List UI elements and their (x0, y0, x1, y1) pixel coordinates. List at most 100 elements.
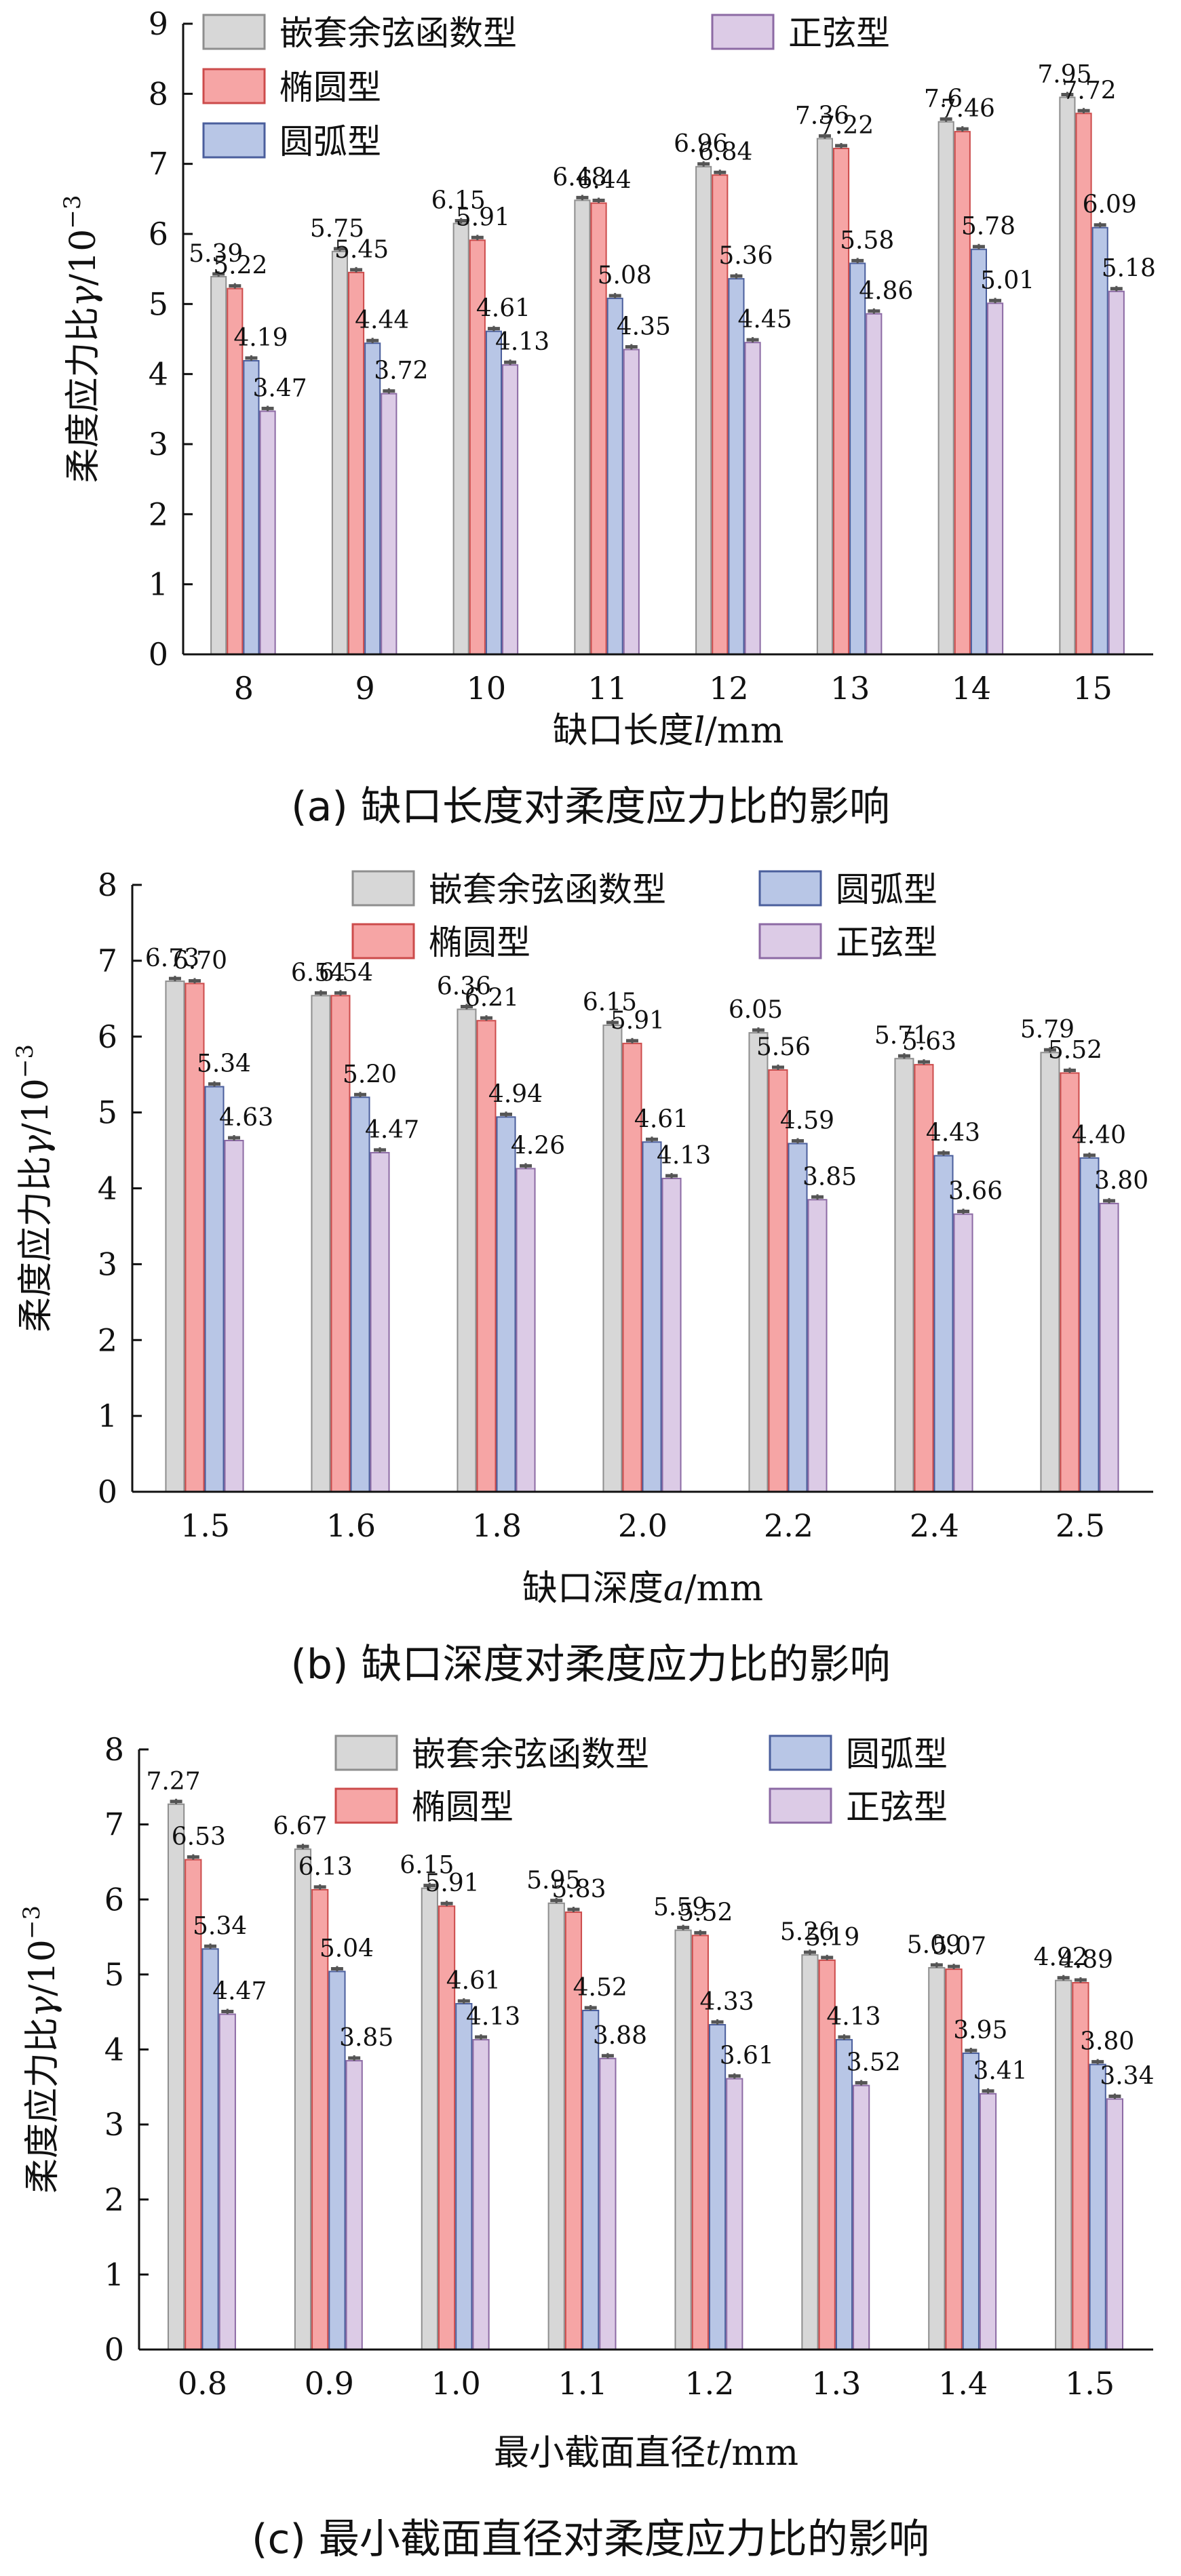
bar-4-12 (744, 342, 761, 655)
data-label: 6.21 (465, 984, 519, 1012)
bar-4-1.6 (370, 1151, 390, 1492)
bar-4-2.0 (661, 1177, 682, 1492)
data-label: 3.80 (1094, 1167, 1148, 1195)
chart-panel-c: 7.27 6.67 6.15 5.95 5.59 5.26 5.09 4.92 6.53 6.13… (0, 1709, 1181, 2576)
y-tick-label: 0 (98, 1473, 117, 1510)
legend-label: 正弦型 (836, 923, 937, 962)
bar-4-2.2 (807, 1199, 828, 1492)
x-tick-label: 1.3 (811, 2365, 861, 2402)
bar-1-2.5 (1040, 1052, 1060, 1492)
data-label: 5.52 (1048, 1036, 1102, 1064)
data-label: 5.91 (456, 203, 510, 231)
data-label: 6.73 (145, 945, 199, 972)
bar-3-0.8 (201, 1948, 219, 2350)
legend-swatch (769, 1735, 832, 1771)
bar-3-2.0 (642, 1141, 662, 1493)
data-label: 3.34 (1100, 2063, 1154, 2090)
y-tick-label: 1 (149, 566, 168, 603)
bar-3-2.2 (788, 1143, 808, 1492)
y-axis-title: 柔度应力比γ/10−3 (18, 1905, 63, 2194)
data-label: 4.47 (212, 1978, 267, 2006)
legend-swatch (202, 14, 266, 50)
y-tick-label: 8 (149, 75, 168, 112)
chart-panel-a: 5.39 5.75 6.15 6.48 6.96 7.36 7.6 7.95 5.22 5.45 5… (0, 0, 1181, 844)
data-label: 5.83 (551, 1876, 606, 1903)
data-label: 6.09 (1083, 191, 1137, 219)
data-label: 6.54 (291, 959, 345, 987)
data-label: 4.44 (355, 306, 409, 334)
bar-4-0.8 (218, 2013, 236, 2350)
legend-swatch (769, 1787, 832, 1824)
bar-2-1.8 (476, 1020, 497, 1493)
data-label: 6.36 (437, 972, 491, 1000)
bar-4-9 (381, 393, 398, 655)
data-label: 5.75 (310, 215, 364, 243)
bar-3-1.5 (1089, 2063, 1106, 2350)
data-label: 6.96 (674, 130, 728, 158)
legend-swatch (202, 122, 266, 159)
chart-panel-b: 6.73 6.54 6.36 6.15 6.05 5.71 5.79 6.70 6.54 6.21… (0, 844, 1181, 1709)
x-tick-label: 14 (952, 670, 992, 707)
bar-1-15 (1059, 96, 1076, 655)
bar-3-14 (970, 248, 988, 655)
data-label: 4.59 (780, 1107, 834, 1134)
data-label: 5.59 (653, 1894, 708, 1922)
data-label: 7.6 (924, 85, 963, 113)
bar-4-11 (623, 349, 640, 655)
y-tick-label: 2 (149, 496, 168, 532)
bar-3-1.3 (835, 2039, 853, 2350)
data-label: 5.91 (425, 1869, 479, 1897)
data-label: 4.43 (926, 1119, 980, 1147)
bar-1-13 (816, 138, 833, 655)
bar-3-2.4 (933, 1155, 954, 1492)
bar-4-15 (1108, 290, 1125, 655)
x-tick-label: 9 (355, 670, 374, 707)
bar-1-11 (574, 199, 591, 655)
x-tick-label: 1.6 (326, 1507, 376, 1544)
y-tick-label: 1 (104, 2256, 124, 2293)
data-label: 6.54 (319, 959, 373, 987)
x-tick-label: 15 (1072, 670, 1112, 707)
bar-4-13 (866, 313, 883, 655)
y-tick-label: 2 (98, 1322, 117, 1358)
bar-3-1.6 (350, 1096, 370, 1492)
data-label: 4.13 (466, 2003, 520, 2031)
data-label: 5.34 (193, 1912, 247, 1940)
data-label: 3.85 (339, 2024, 393, 2052)
data-label: 4.52 (573, 1974, 627, 2002)
x-tick-label: 1.0 (431, 2365, 481, 2402)
legend-swatch (334, 1787, 398, 1824)
bar-1-1.0 (421, 1887, 438, 2350)
data-label: 5.09 (907, 1931, 961, 1959)
legend-swatch (334, 1735, 398, 1771)
data-label: 5.56 (756, 1033, 811, 1061)
data-label: 4.13 (826, 2003, 880, 2031)
data-label: 7.72 (1062, 77, 1116, 104)
data-label: 5.34 (197, 1050, 251, 1078)
y-tick-label: 7 (104, 1806, 124, 1843)
bar-4-1.5 (1106, 2098, 1124, 2350)
legend-label: 正弦型 (788, 14, 890, 53)
data-label: 3.66 (948, 1178, 1003, 1206)
data-label: 7.46 (941, 95, 995, 123)
data-label: 5.18 (1102, 255, 1156, 283)
y-tick-label: 3 (98, 1246, 117, 1282)
x-tick-label: 1.5 (1065, 2365, 1115, 2402)
y-tick-label: 2 (104, 2181, 124, 2218)
data-label: 6.15 (583, 989, 637, 1016)
x-tick-label: 1.4 (938, 2365, 988, 2402)
data-label: 4.63 (219, 1104, 273, 1132)
y-tick-label: 3 (149, 426, 168, 462)
data-label: 4.61 (446, 1967, 501, 1995)
y-axis-title: 柔度应力比γ/10−3 (12, 1044, 56, 1332)
y-axis-title: 柔度应力比γ/10−3 (59, 195, 104, 483)
legend-label: 嵌套余弦函数型 (429, 870, 666, 909)
data-label: 4.26 (511, 1132, 565, 1160)
y-tick-label: 4 (98, 1170, 117, 1207)
data-label: 6.70 (173, 947, 227, 974)
bar-1-14 (937, 121, 954, 655)
data-label: 5.52 (678, 1899, 733, 1926)
data-label: 4.33 (699, 1988, 754, 2016)
data-label: 5.07 (932, 1933, 986, 1960)
bar-3-1.2 (708, 2023, 727, 2350)
